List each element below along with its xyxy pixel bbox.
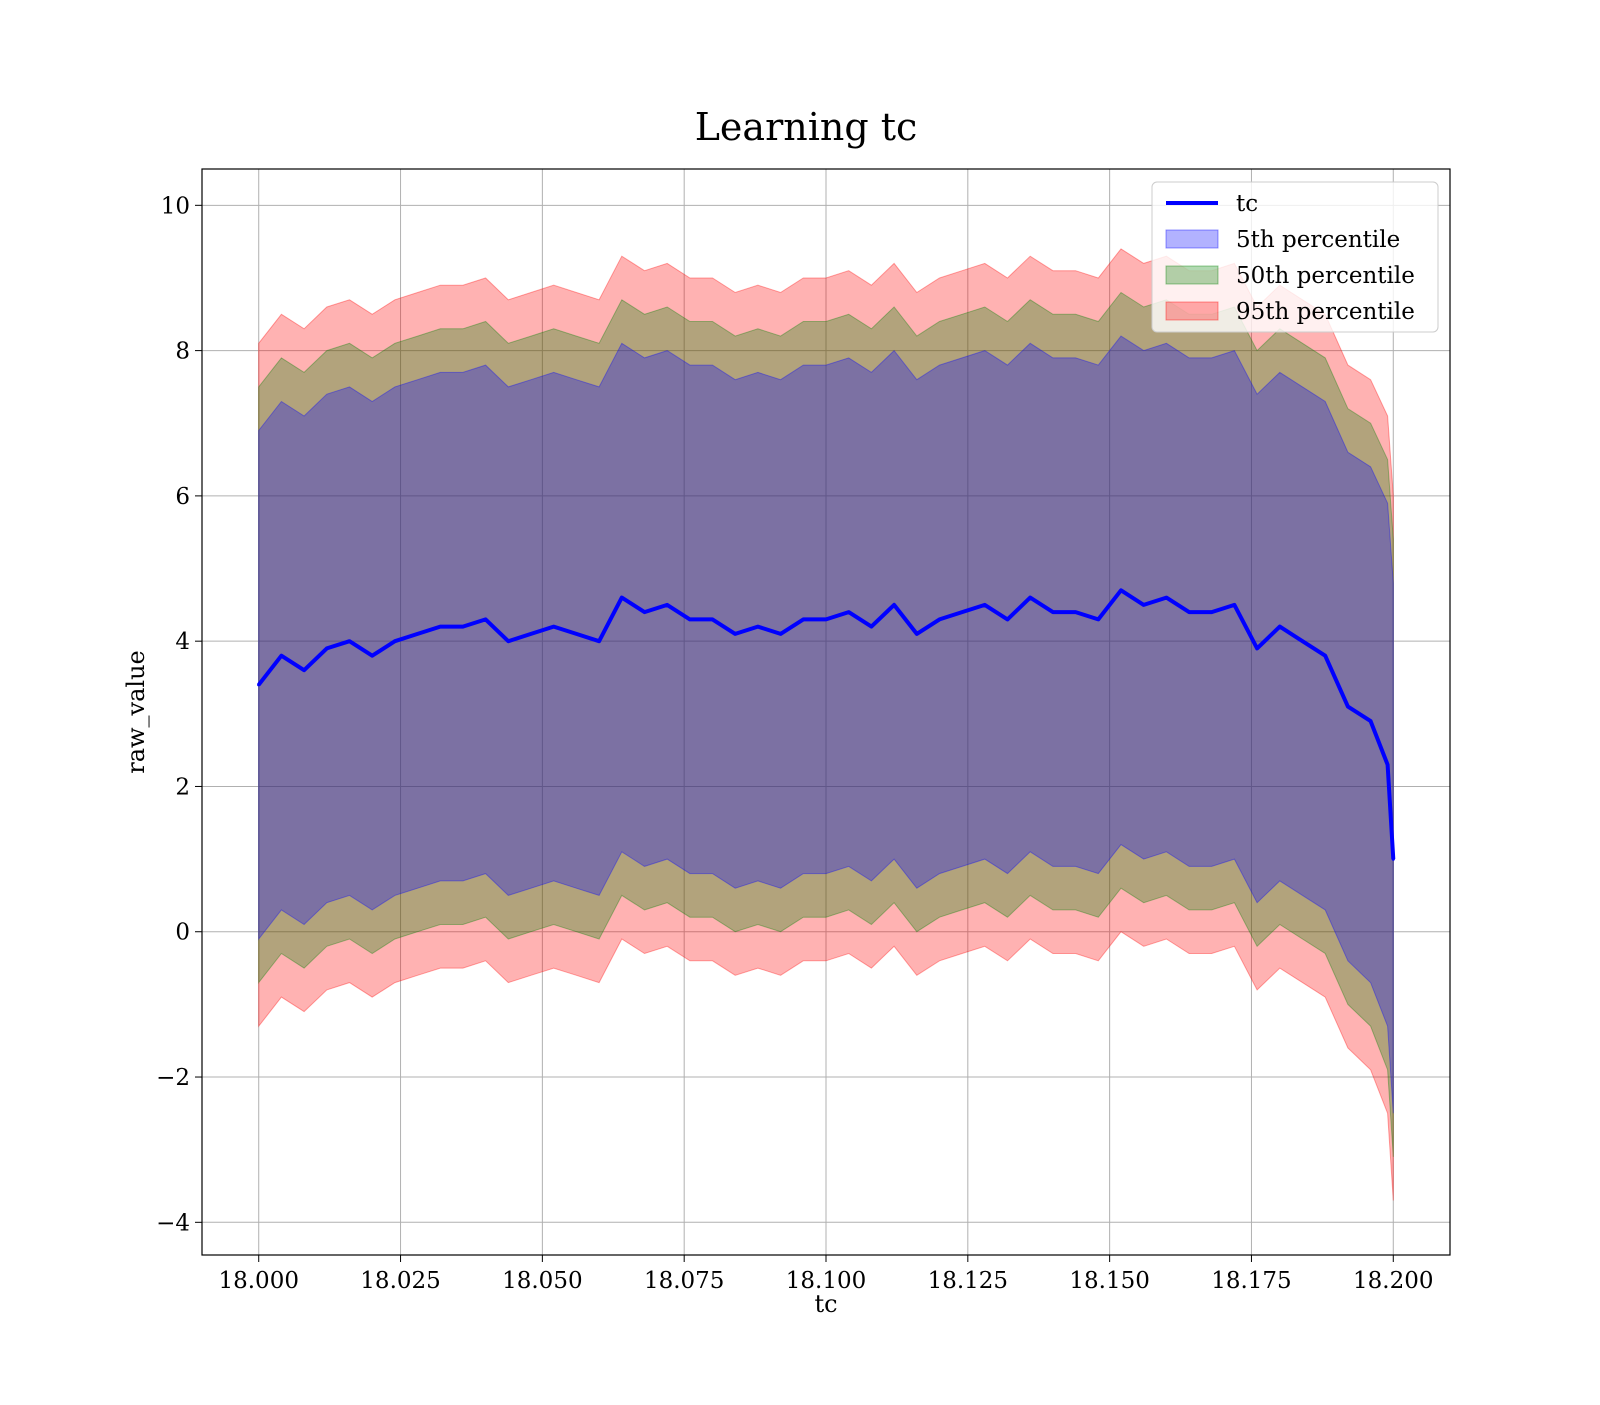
y-axis-label: raw_value <box>122 650 150 774</box>
x-tick-label: 18.050 <box>502 1268 582 1294</box>
series-point <box>370 654 374 658</box>
series-point <box>1051 610 1055 614</box>
y-axis-ticks: −4 −2 0 2 4 6 8 10 <box>156 193 202 1236</box>
y-tick-label: 4 <box>175 629 190 655</box>
band-95th-percentile <box>258 248 1394 1201</box>
x-tick-label: 18.175 <box>1211 1268 1291 1294</box>
series-point <box>1386 763 1390 767</box>
series-point <box>1005 617 1010 622</box>
series-point <box>1346 705 1350 709</box>
series-point <box>756 625 760 629</box>
legend-label-50th-percentile: 50th percentile <box>1236 263 1415 289</box>
series-point <box>801 617 805 622</box>
x-axis-label: tc <box>814 1290 837 1318</box>
series-lines <box>257 588 1396 861</box>
series-point <box>552 625 556 629</box>
series-point <box>1119 588 1123 592</box>
percentile-bands <box>258 248 1394 1201</box>
series-point <box>688 617 692 622</box>
series-point <box>620 596 624 600</box>
series-point <box>665 603 669 607</box>
series-point <box>824 617 828 622</box>
series-point <box>1028 596 1032 600</box>
series-point <box>1323 654 1327 658</box>
series-point <box>1278 625 1282 629</box>
series-point <box>915 632 919 636</box>
y-tick-label: −2 <box>156 1065 190 1091</box>
series-point <box>1164 596 1168 600</box>
series-point <box>1391 857 1395 861</box>
series-point <box>779 632 783 636</box>
series-point <box>461 625 465 629</box>
x-tick-label: 18.150 <box>1069 1268 1149 1294</box>
legend-label-5th-percentile: 5th percentile <box>1236 227 1400 253</box>
band-50th-percentile <box>258 291 1394 1157</box>
series-point <box>937 617 942 622</box>
series-point <box>302 668 306 672</box>
series-point <box>416 632 420 636</box>
legend-swatch-95th-percentile <box>1165 301 1219 321</box>
series-point <box>642 610 647 614</box>
x-tick-label: 18.100 <box>786 1268 866 1294</box>
series-point <box>257 683 261 687</box>
legend-label-95th-percentile: 95th percentile <box>1236 299 1415 325</box>
series-point <box>1300 639 1305 643</box>
y-tick-label: 6 <box>175 484 190 510</box>
series-point <box>393 639 397 643</box>
band-5th-percentile <box>258 335 1394 1114</box>
y-tick-label: 10 <box>161 193 190 219</box>
series-point <box>1074 610 1078 614</box>
y-tick-label: −4 <box>156 1210 190 1236</box>
y-tick-label: 8 <box>175 339 190 365</box>
series-point <box>1255 646 1259 651</box>
legend-swatch-50th-percentile <box>1165 265 1219 285</box>
x-tick-label: 18.025 <box>360 1268 440 1294</box>
series-point <box>983 603 987 607</box>
series-point <box>279 654 283 658</box>
series-point <box>506 639 510 643</box>
series-point <box>710 617 715 622</box>
series-point <box>892 603 896 607</box>
series-point <box>869 625 874 629</box>
series-point <box>1210 610 1214 614</box>
grid <box>202 169 1450 1255</box>
series-point <box>847 610 851 614</box>
legend: tc 5th percentile 50th percentile 95th perc… <box>1151 181 1439 333</box>
series-point <box>347 639 352 643</box>
series-point <box>733 632 737 636</box>
x-axis-ticks: 18.000 18.025 18.050 18.075 18.100 18.125 18.1… <box>218 1255 1434 1294</box>
series-point <box>325 646 329 651</box>
series-point <box>529 632 533 636</box>
series-point <box>960 610 964 614</box>
legend-swatch-5th-percentile <box>1165 229 1219 249</box>
series-point <box>438 625 442 629</box>
series-point <box>1096 617 1100 622</box>
x-tick-label: 18.200 <box>1353 1268 1433 1294</box>
y-tick-label: 2 <box>175 774 190 800</box>
chart-title: Learning tc <box>695 105 918 149</box>
series-point <box>1187 610 1191 614</box>
y-tick-label: 0 <box>175 920 190 946</box>
x-tick-label: 18.125 <box>928 1268 1008 1294</box>
series-point <box>1142 603 1146 607</box>
series-point <box>597 639 601 643</box>
legend-entries: tc 5th percentile 50th percentile 95th perc… <box>1165 191 1415 325</box>
series-point <box>1369 719 1373 723</box>
series-point <box>484 617 488 622</box>
series-point <box>574 632 579 636</box>
series-point <box>1232 603 1236 607</box>
legend-frame <box>1151 181 1439 333</box>
x-tick-label: 18.000 <box>218 1268 298 1294</box>
x-tick-label: 18.075 <box>644 1268 724 1294</box>
legend-label-tc: tc <box>1236 191 1258 217</box>
series-line-tc <box>257 588 1396 860</box>
